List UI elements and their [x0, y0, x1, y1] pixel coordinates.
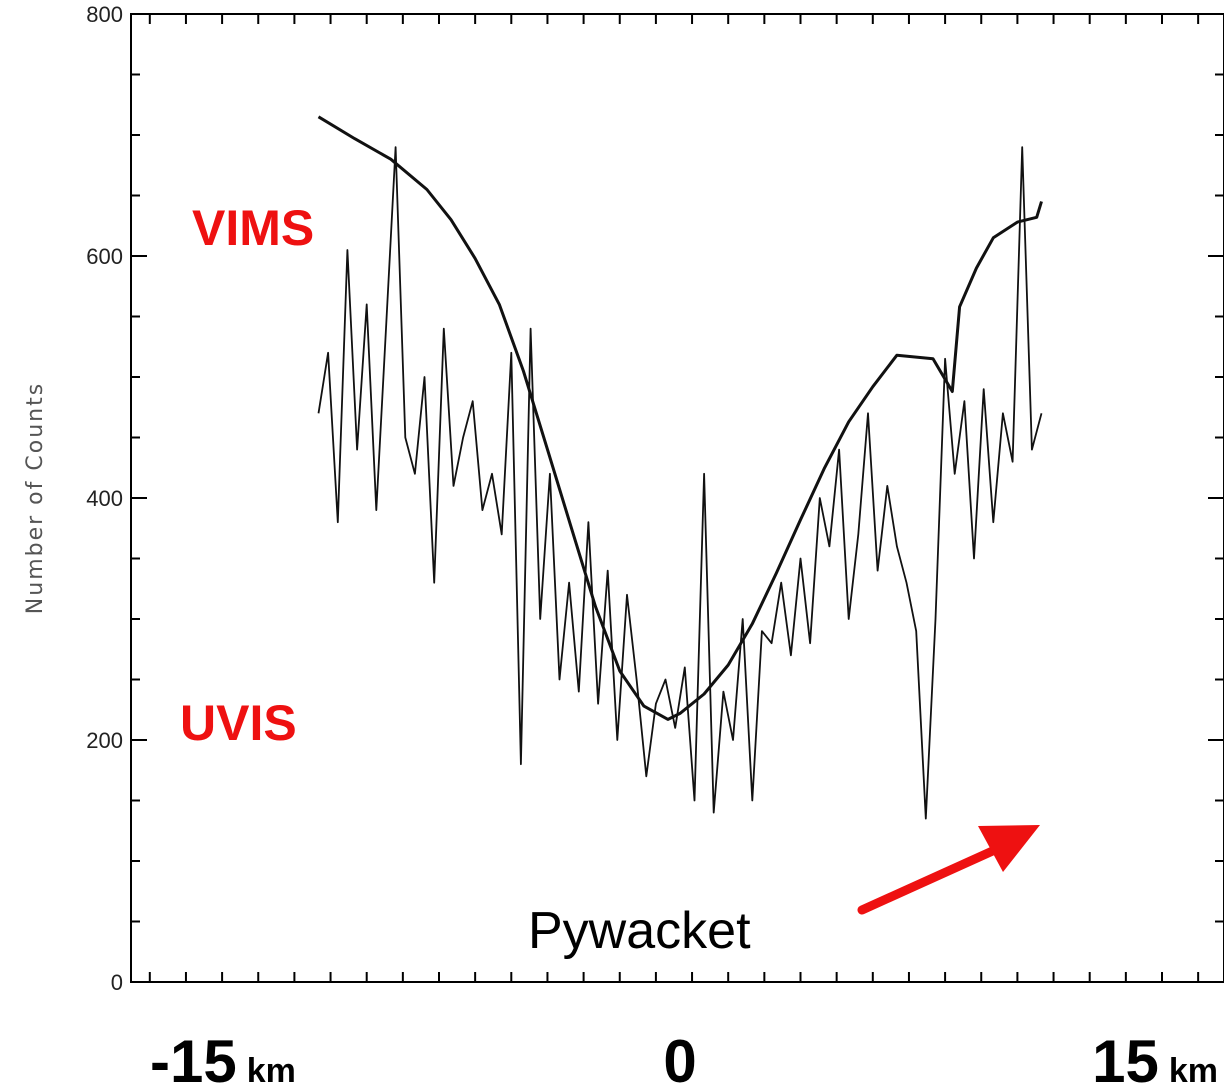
x-tick-label: 0 [663, 1028, 696, 1092]
x-axis-ticks [148, 14, 1200, 982]
plot-frame [130, 13, 1224, 983]
series-line-uvis [317, 146, 1043, 820]
x-axis-labels: -15 km 0 15 km [150, 1028, 1218, 1092]
y-axis-ticks: 0 200 400 600 800 [86, 2, 1224, 995]
x-tick-unit: km [1169, 1052, 1218, 1090]
series-label-vims: VIMS [192, 200, 314, 256]
y-tick-label: 0 [111, 970, 123, 995]
x-tick-label: -15 km [150, 1028, 296, 1092]
x-tick-label: 15 km [1092, 1028, 1218, 1092]
y-tick-label: 200 [86, 728, 123, 753]
x-tick-number: 0 [663, 1028, 696, 1092]
y-tick-label: 800 [86, 2, 123, 27]
x-tick-number: -15 [150, 1028, 237, 1092]
series-line-vims [317, 115, 1043, 721]
pywacket-arrow-shaft [857, 839, 1013, 915]
pywacket-arrow-head [978, 825, 1040, 872]
series-layer [317, 115, 1043, 820]
y-tick-label: 400 [86, 486, 123, 511]
x-tick-number: 15 [1092, 1028, 1159, 1092]
y-axis-label: Number of Counts [23, 382, 48, 614]
x-tick-unit: km [247, 1052, 296, 1090]
y-tick-label: 600 [86, 244, 123, 269]
pywacket-annotation: Pywacket [528, 825, 1040, 960]
pywacket-label: Pywacket [528, 902, 751, 960]
series-label-uvis: UVIS [180, 695, 297, 751]
